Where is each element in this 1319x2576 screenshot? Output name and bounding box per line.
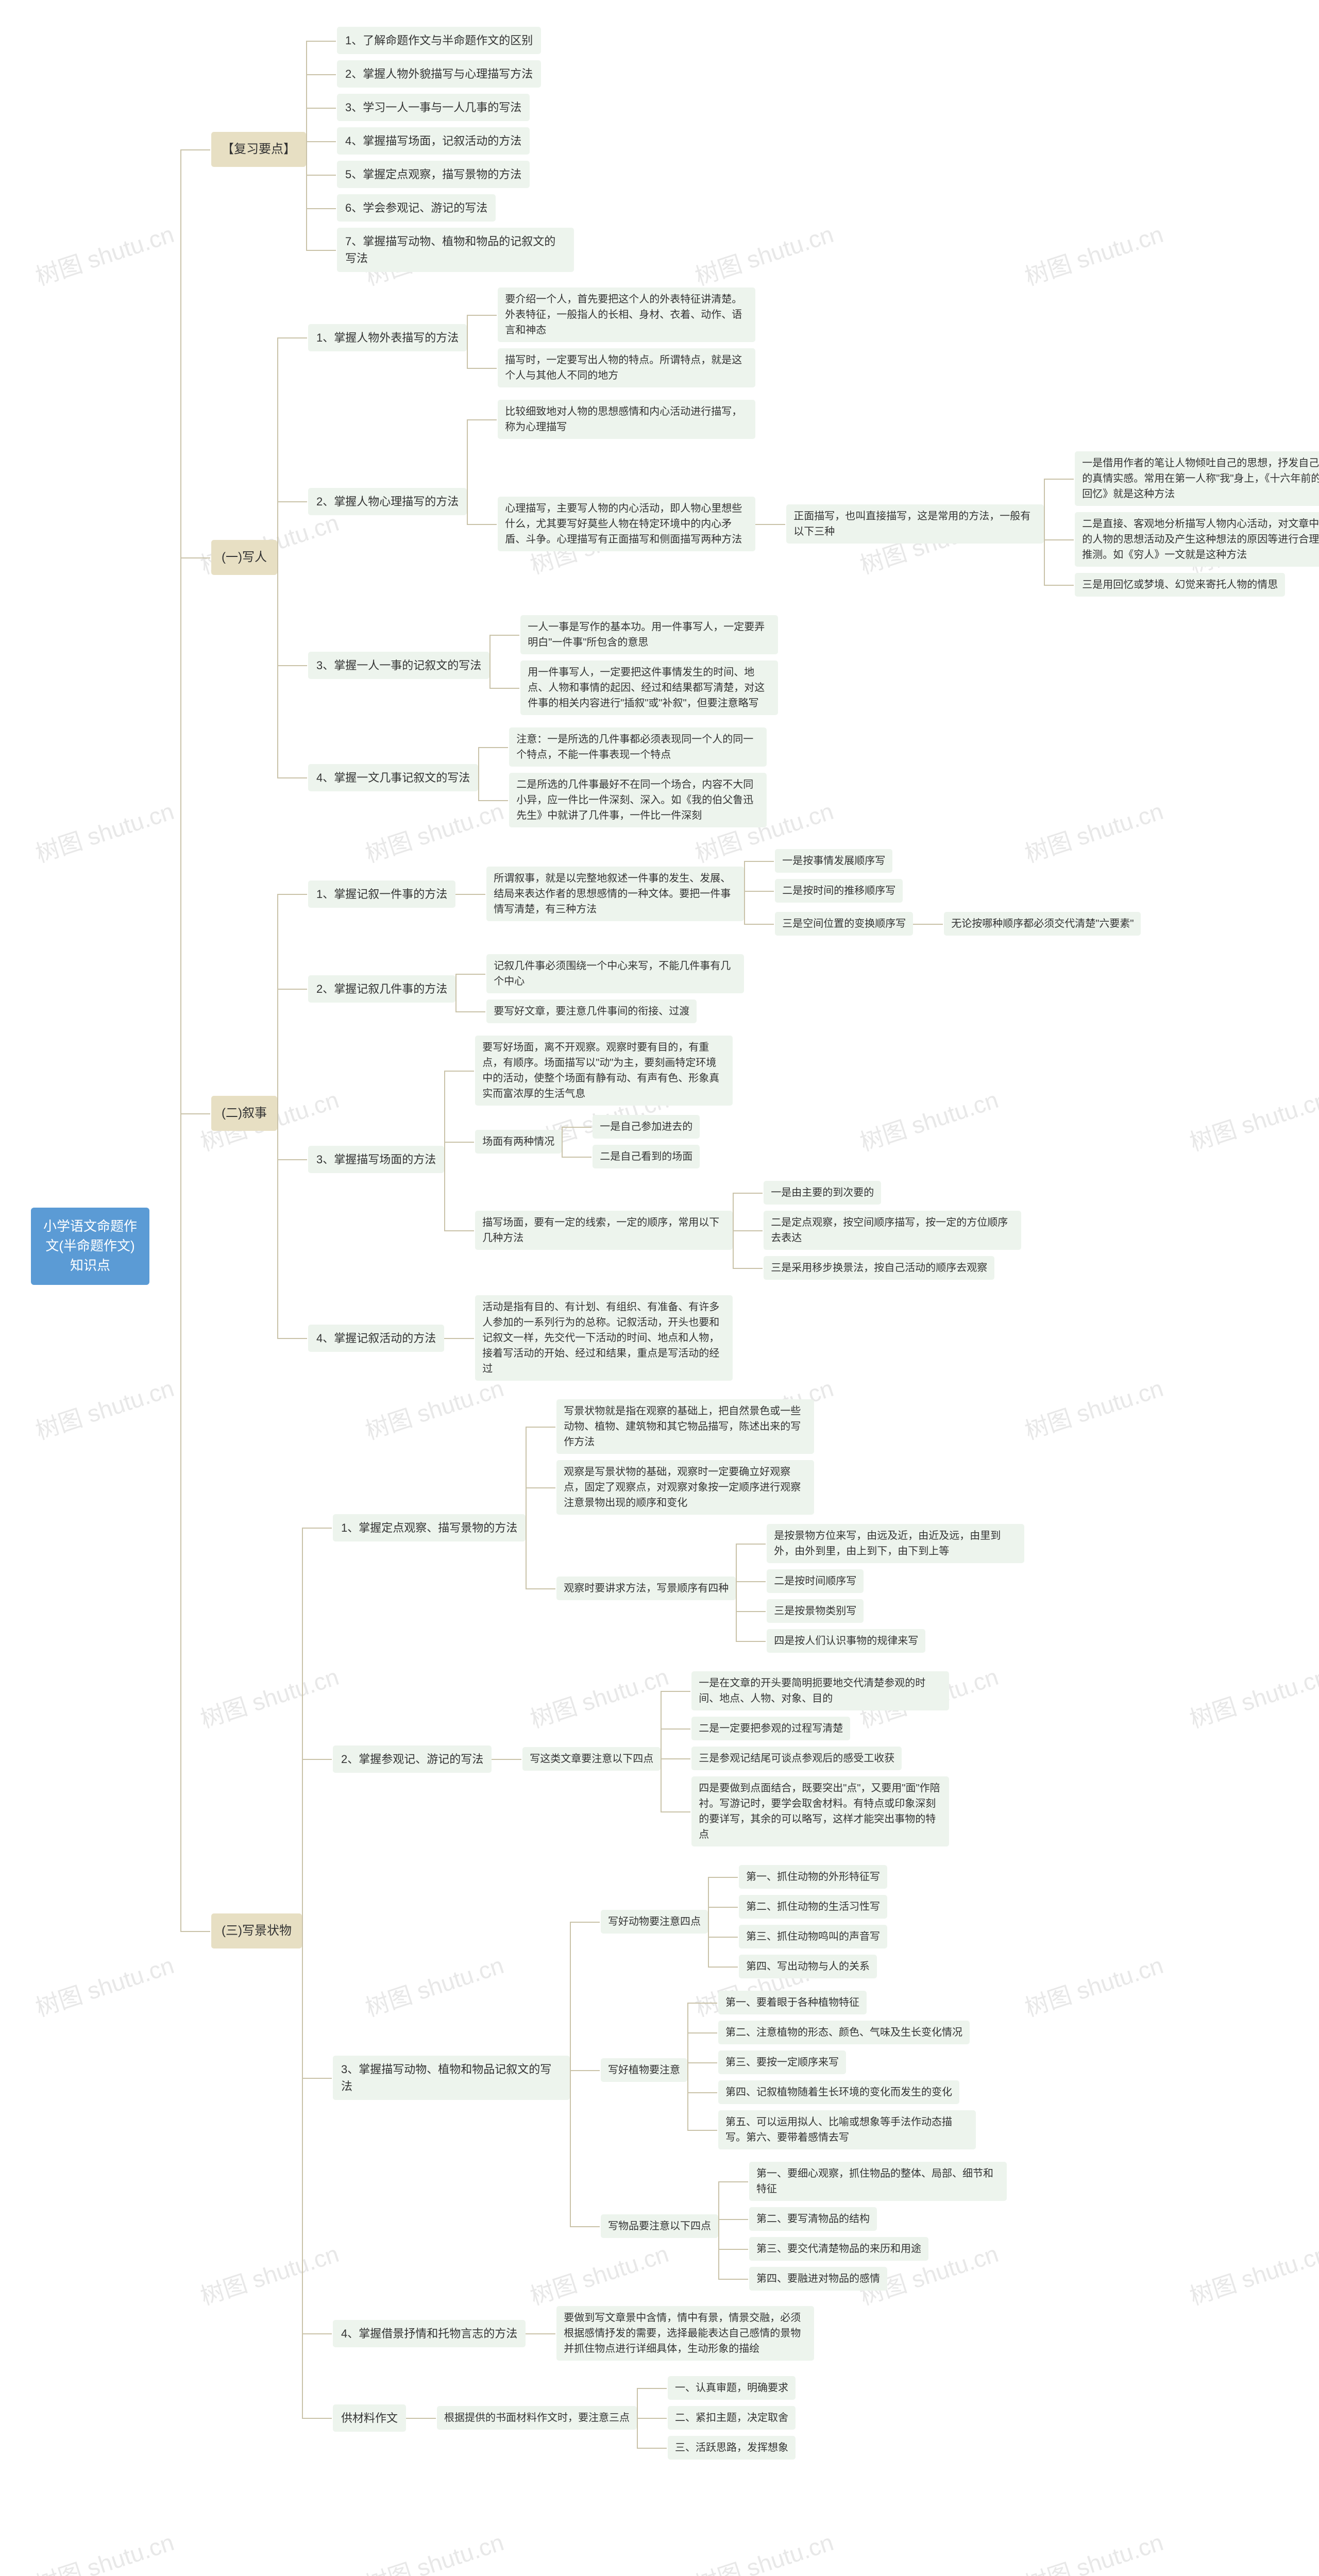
branch-node[interactable]: 3、掌握一人一事的记叙文的写法: [308, 652, 489, 679]
leaf-node[interactable]: 描写时，一定要写出人物的特点。所谓特点，就是这个人与其他人不同的地方: [498, 348, 755, 387]
leaf-node[interactable]: 2、掌握人物外貌描写与心理描写方法: [337, 60, 541, 88]
leaf-node[interactable]: 三是参观记结尾可谈点参观后的感受工收获: [691, 1747, 902, 1770]
leaf-node[interactable]: 第三、要按一定顺序来写: [718, 2050, 846, 2074]
branch-node[interactable]: 供材料作文: [333, 2404, 406, 2432]
leaf-node[interactable]: 三是采用移步换景法，按自己活动的顺序去观察: [764, 1256, 994, 1280]
branch-node[interactable]: 2、掌握记叙几件事的方法: [308, 975, 455, 1003]
leaf-node[interactable]: 无论按哪种顺序都必须交代清楚"六要素": [944, 912, 1141, 936]
branch-node[interactable]: 4、掌握记叙活动的方法: [308, 1325, 444, 1352]
leaf-node[interactable]: 一、认真审题，明确要求: [668, 2376, 796, 2400]
branch-node[interactable]: 写好动物要注意四点: [601, 1910, 708, 1934]
section-node[interactable]: (二)叙事: [211, 1096, 277, 1131]
branch-node[interactable]: 观察时要讲求方法，写景顺序有四种: [556, 1577, 736, 1600]
leaf-node[interactable]: 第三、要交代清楚物品的来历和用途: [749, 2237, 928, 2261]
leaf-node[interactable]: 二是按时间的推移顺序写: [775, 879, 903, 903]
leaf-node[interactable]: 是按景物方位来写，由远及近，由近及远，由里到外，由外到里，由上到下，由下到上等: [767, 1524, 1024, 1563]
leaf-node[interactable]: 一是自己参加进去的: [593, 1115, 700, 1139]
leaf-node[interactable]: 比较细致地对人物的思想感情和内心活动进行描写，称为心理描写: [498, 400, 755, 439]
leaf-node[interactable]: 四是按人们认识事物的规律来写: [767, 1629, 925, 1653]
leaf-node[interactable]: 1、了解命题作文与半命题作文的区别: [337, 27, 541, 54]
leaf-node[interactable]: 记叙几件事必须围绕一个中心来写，不能几件事有几个中心: [486, 954, 744, 993]
branch-node[interactable]: 3、掌握描写场面的方法: [308, 1146, 444, 1173]
leaf-node[interactable]: 写景状物就是指在观察的基础上，把自然景色或一些动物、植物、建筑物和其它物品描写，…: [556, 1399, 814, 1454]
section-node[interactable]: 【复习要点】: [211, 132, 306, 167]
leaf-node[interactable]: 二是按时间顺序写: [767, 1569, 864, 1593]
leaf-node[interactable]: 一是借用作者的笔让人物倾吐自己的思想，抒发自己的真情实感。常用在第一人称"我"身…: [1075, 451, 1319, 506]
leaf-node[interactable]: 三、活跃思路，发挥想象: [668, 2436, 796, 2460]
branch-node[interactable]: 场面有两种情况: [475, 1130, 562, 1154]
leaf-node[interactable]: 三是按景物类别写: [767, 1599, 864, 1623]
branch-node[interactable]: 描写场面，要有一定的线索，一定的顺序，常用以下几种方法: [475, 1211, 733, 1250]
branch-node[interactable]: 三是空间位置的变换顺序写: [775, 912, 913, 936]
leaf-node[interactable]: 一人一事是写作的基本功。用一件事写人，一定要弄明白"一件事"所包含的意思: [520, 615, 778, 654]
leaf-node[interactable]: 二是定点观察，按空间顺序描写，按一定的方位顺序去表达: [764, 1211, 1021, 1250]
watermark: 树图 shutu.cn: [1020, 2524, 1166, 2576]
leaf-node[interactable]: 第四、写出动物与人的关系: [739, 1955, 877, 1978]
branch-node[interactable]: 1、掌握记叙一件事的方法: [308, 880, 455, 908]
branch-node[interactable]: 1、掌握人物外表描写的方法: [308, 324, 467, 351]
leaf-node[interactable]: 第一、要着眼于各种植物特征: [718, 1991, 867, 2014]
branch-node[interactable]: 写这类文章要注意以下四点: [522, 1747, 661, 1771]
leaf-node[interactable]: 注意：一是所选的几件事都必须表现同一个人的同一个特点，不能一件事表现一个特点: [509, 727, 767, 767]
leaf-node[interactable]: 第五、可以运用拟人、比喻或想象等手法作动态描写。第六、要带着感情去写: [718, 2110, 976, 2149]
branch-node[interactable]: 根据提供的书面材料作文时，要注意三点: [437, 2406, 637, 2430]
leaf-node[interactable]: 要介绍一个人，首先要把这个人的外表特征讲清楚。外表特征，一般指人的长相、身材、衣…: [498, 287, 755, 342]
leaf-node[interactable]: 7、掌握描写动物、植物和物品的记叙文的写法: [337, 228, 574, 272]
branch-node[interactable]: 2、掌握参观记、游记的写法: [333, 1745, 492, 1773]
branch-node[interactable]: 写物品要注意以下四点: [601, 2214, 718, 2238]
branch-node[interactable]: 心理描写，主要写人物的内心活动，即人物心里想些什么，尤其要写好莫些人物在特定环境…: [498, 497, 755, 551]
leaf-node[interactable]: 第一、抓住动物的外形特征写: [739, 1865, 887, 1889]
leaf-node[interactable]: 二是自己看到的场面: [593, 1145, 700, 1168]
leaf-node[interactable]: 要写好文章，要注意几件事间的衔接、过渡: [486, 999, 697, 1023]
leaf-node[interactable]: 活动是指有目的、有计划、有组织、有准备、有许多人参加的一系列行为的总称。记叙活动…: [475, 1295, 733, 1381]
leaf-node[interactable]: 第三、抓住动物鸣叫的声音写: [739, 1925, 887, 1948]
branch-node[interactable]: 2、掌握人物心理描写的方法: [308, 488, 467, 515]
leaf-node[interactable]: 第二、要写清物品的结构: [749, 2207, 877, 2231]
leaf-node[interactable]: 用一件事写人，一定要把这件事情发生的时间、地点、人物和事情的起因、经过和结果都写…: [520, 660, 778, 715]
branch-node[interactable]: 所谓叙事，就是以完整地叙述一件事的发生、发展、结局来表达作者的思想感情的一种文体…: [486, 867, 744, 921]
leaf-node[interactable]: 第四、记叙植物随着生长环境的变化而发生的变化: [718, 2080, 959, 2104]
watermark: 树图 shutu.cn: [360, 2524, 507, 2576]
leaf-node[interactable]: 二是所选的几件事最好不在同一个场合，内容不大同小异，应一件比一件深刻、深入。如《…: [509, 773, 767, 827]
leaf-node[interactable]: 一是在文章的开头要简明扼要地交代清楚参观的时间、地点、人物、对象、目的: [691, 1671, 949, 1710]
branch-node[interactable]: 3、掌握描写动物、植物和物品记叙文的写法: [333, 2056, 570, 2100]
branch-node[interactable]: 4、掌握一文几事记叙文的写法: [308, 764, 478, 791]
section-node[interactable]: (三)写景状物: [211, 1913, 302, 1948]
watermark: 树图 shutu.cn: [30, 2524, 177, 2576]
leaf-node[interactable]: 四是要做到点面结合，既要突出"点"，又要用"面"作陪衬。写游记时，要学会取舍材料…: [691, 1776, 949, 1846]
leaf-node[interactable]: 二是一定要把参观的过程写清楚: [691, 1717, 850, 1740]
leaf-node[interactable]: 要写好场面，离不开观察。观察时要有目的，有重点，有顺序。场面描写以"动"为主，要…: [475, 1036, 733, 1106]
branch-node[interactable]: 4、掌握借景抒情和托物言志的方法: [333, 2320, 526, 2347]
leaf-node[interactable]: 一是按事情发展顺序写: [775, 849, 892, 873]
leaf-node[interactable]: 要做到写文章景中含情，情中有景，情景交融，必须根据感情抒发的需要，选择最能表达自…: [556, 2306, 814, 2361]
leaf-node[interactable]: 5、掌握定点观察，描写景物的方法: [337, 161, 530, 188]
leaf-node[interactable]: 二、紧扣主题，决定取舍: [668, 2406, 796, 2430]
branch-node[interactable]: 正面描写，也叫直接描写，这是常用的方法，一般有以下三种: [786, 504, 1044, 544]
root-node[interactable]: 小学语文命题作文(半命题作文)知识点: [31, 1208, 149, 1284]
leaf-node[interactable]: 第二、抓住动物的生活习性写: [739, 1895, 887, 1919]
leaf-node[interactable]: 3、学习一人一事与一人几事的写法: [337, 94, 530, 121]
watermark: 树图 shutu.cn: [690, 2524, 837, 2576]
leaf-node[interactable]: 6、学会参观记、游记的写法: [337, 194, 496, 222]
leaf-node[interactable]: 二是直接、客观地分析描写人物内心活动，对文章中的人物的思想活动及产生这种想法的原…: [1075, 512, 1319, 567]
leaf-node[interactable]: 4、掌握描写场面，记叙活动的方法: [337, 127, 530, 155]
leaf-node[interactable]: 第一、要细心观察，抓住物品的整体、局部、细节和特征: [749, 2162, 1007, 2201]
leaf-node[interactable]: 第四、要融进对物品的感情: [749, 2267, 887, 2291]
branch-node[interactable]: 1、掌握定点观察、描写景物的方法: [333, 1514, 526, 1541]
branch-node[interactable]: 写好植物要注意: [601, 2058, 687, 2082]
leaf-node[interactable]: 第二、注意植物的形态、颜色、气味及生长变化情况: [718, 2021, 970, 2044]
leaf-node[interactable]: 观察是写景状物的基础，观察时一定要确立好观察点，固定了观察点，对观察对象按一定顺…: [556, 1460, 814, 1515]
section-node[interactable]: (一)写人: [211, 540, 277, 575]
leaf-node[interactable]: 三是用回忆或梦境、幻觉来寄托人物的情思: [1075, 573, 1285, 597]
leaf-node[interactable]: 一是由主要的到次要的: [764, 1181, 881, 1205]
